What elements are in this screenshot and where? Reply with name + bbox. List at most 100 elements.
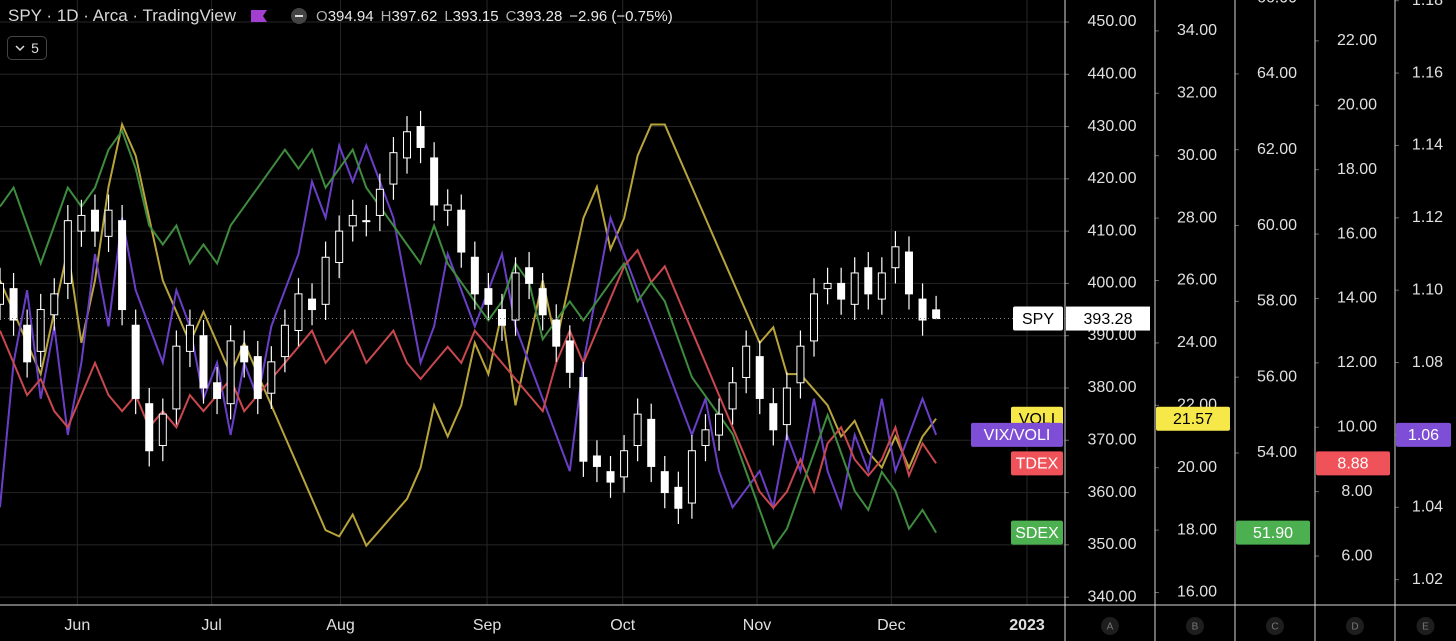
candle-body [932,309,941,320]
y-tick-label: 400.00 [1088,275,1137,292]
candle-body [50,293,59,316]
axis-name: E [1422,622,1429,633]
y-tick-label: 370.00 [1088,432,1137,449]
ohlc-key: O [316,7,328,25]
symbol-label-box [1013,306,1063,331]
candle-body [90,209,99,232]
symbol-label: SPY [1022,311,1054,328]
candle-body [904,251,913,295]
candle-body [253,356,262,399]
candle-body [620,450,629,478]
y-tick-label: 10.00 [1337,418,1377,435]
candle-body [457,209,466,253]
y-tick-label: 66.00 [1257,0,1297,6]
candle-body [701,429,710,447]
candle-body [308,298,317,311]
y-tick-label: 1.16 [1412,64,1443,81]
candle-body [660,471,669,494]
candle-body [185,324,194,352]
candle-body [443,204,452,211]
y-tick-label: 12.00 [1337,354,1377,371]
axis-name: A [1107,622,1114,633]
candle-body [9,288,18,321]
axis-badge [1416,617,1435,635]
candle-body [63,220,72,284]
series-line [0,121,937,548]
axis-badge [1266,617,1284,635]
y-tick-label: 20.00 [1337,97,1377,114]
series-value-box [1396,422,1451,447]
axis-badge [1101,617,1119,635]
y-tick-label: 340.00 [1088,588,1137,605]
series-name-box [1011,451,1063,476]
candle-body [199,335,208,389]
y-tick-label: 32.00 [1177,85,1217,102]
candle-body [430,157,439,206]
y-tick-label: 28.00 [1177,209,1217,226]
candle-body [213,382,222,399]
y-tick-label: 62.00 [1257,141,1297,158]
lines [0,121,938,550]
series-line [0,248,937,510]
y-tick-label: 440.00 [1088,65,1137,82]
indicator-count: 5 [31,40,39,56]
candle-body [226,340,235,405]
candle-body [579,377,588,462]
series-name: TDEX [1016,456,1059,473]
candle-body [240,345,249,363]
y-tick-label: 18.00 [1337,161,1377,178]
series-name-box [971,422,1063,447]
candle-body [484,288,493,305]
axis-badge [1346,617,1364,635]
candle-body [77,214,86,232]
series-value-box [1156,406,1230,431]
ohlc-value: 393.28 [516,7,563,25]
header: SPY · 1D · Arca · TradingView O394.94 H39… [8,6,680,26]
candle-body [823,282,832,290]
candle-body [877,272,886,300]
series-line [0,128,937,550]
series-value-label: 21.57 [1173,411,1213,428]
series-name: SDEX [1015,525,1059,542]
y-tick-label: 54.00 [1257,444,1297,461]
y-tick-label: 1.12 [1412,209,1443,226]
candle-body [552,319,561,347]
y-tick-label: 6.00 [1341,547,1372,564]
y-tick-label: 360.00 [1088,484,1137,501]
series-value-label: 51.90 [1253,525,1293,542]
candle-body [565,340,574,373]
y-tick-label: 350.00 [1088,536,1137,553]
indicator-toggle[interactable]: 5 [7,36,47,60]
candle-body [525,267,534,284]
symbol-title: SPY · 1D · Arca · TradingView [8,6,237,25]
candle-body [23,324,32,363]
y-tick-label: 18.00 [1177,521,1217,538]
y-tick-label: 22.00 [1337,32,1377,49]
candle-body [511,272,520,321]
candle-body [348,214,357,227]
y-tick-label: 34.00 [1177,22,1217,39]
candle-body [796,345,805,384]
price-label: 393.28 [1084,311,1133,328]
candle-body [335,230,344,263]
candle-body [145,403,154,452]
y-tick-label: 390.00 [1088,327,1137,344]
ohlc-value: 397.62 [391,7,438,25]
y-tick-label: 14.00 [1337,290,1377,307]
candle-body [742,345,751,379]
minus-icon[interactable] [290,7,308,25]
candle-body [158,413,167,447]
y-tick-label: 420.00 [1088,170,1137,187]
series-value-label: 8.88 [1337,456,1368,473]
candle-body [674,486,683,509]
y-tick-label: 20.00 [1177,459,1217,476]
ohlc-key: C [505,7,517,25]
candle-body [0,282,4,305]
y-tick-label: 64.00 [1257,65,1297,82]
x-tick-label: Sep [473,617,502,634]
candle-body [728,382,737,410]
candle-body [891,246,900,269]
candle-body [633,413,642,447]
candle-body [538,288,547,316]
candle-body [782,387,791,426]
